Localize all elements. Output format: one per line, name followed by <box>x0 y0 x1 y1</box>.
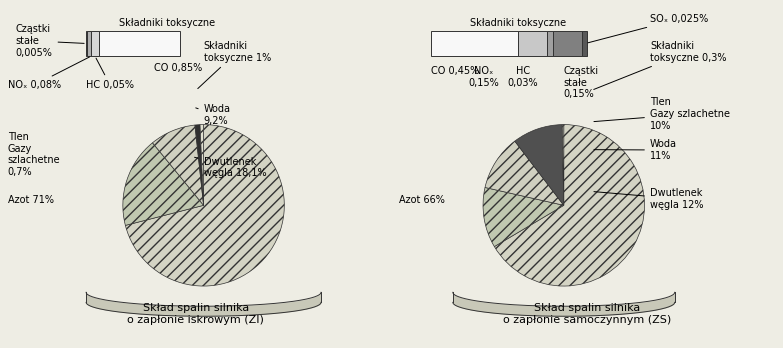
Text: Tlen
Gazy szlachetne
10%: Tlen Gazy szlachetne 10% <box>594 97 730 130</box>
Text: Woda
9,2%: Woda 9,2% <box>196 104 230 126</box>
Text: Dwutlenek
węgla 18,1%: Dwutlenek węgla 18,1% <box>194 157 266 178</box>
Wedge shape <box>123 143 204 226</box>
FancyBboxPatch shape <box>87 31 92 56</box>
FancyBboxPatch shape <box>92 31 99 56</box>
Wedge shape <box>483 188 564 247</box>
Text: NOₓ 0,08%: NOₓ 0,08% <box>8 57 89 90</box>
Wedge shape <box>485 141 564 205</box>
Text: Składniki toksyczne: Składniki toksyczne <box>470 18 566 28</box>
Text: HC
0,03%: HC 0,03% <box>507 66 538 88</box>
Wedge shape <box>200 125 204 205</box>
Text: Składniki
toksyczne 0,3%: Składniki toksyczne 0,3% <box>594 41 727 89</box>
FancyBboxPatch shape <box>554 31 583 56</box>
Wedge shape <box>195 125 204 205</box>
Text: Cząstki
stałe
0,005%: Cząstki stałe 0,005% <box>16 24 84 57</box>
Text: NOₓ
0,15%: NOₓ 0,15% <box>468 66 499 88</box>
FancyBboxPatch shape <box>518 31 547 56</box>
Wedge shape <box>514 125 564 205</box>
Wedge shape <box>153 125 204 205</box>
Wedge shape <box>494 125 644 286</box>
Text: Skład spalin silnika
o zapłonie samoczynnym (ZS): Skład spalin silnika o zapłonie samoczyn… <box>503 303 671 325</box>
FancyBboxPatch shape <box>99 31 180 56</box>
Text: Cząstki
stałe
0,15%: Cząstki stałe 0,15% <box>564 66 599 99</box>
Wedge shape <box>125 125 284 286</box>
Text: HC 0,05%: HC 0,05% <box>86 58 134 90</box>
Text: Azot 71%: Azot 71% <box>8 195 54 205</box>
Text: Składniki
toksyczne 1%: Składniki toksyczne 1% <box>198 41 271 89</box>
Text: Tlen
Gazy
szlachetne
0,7%: Tlen Gazy szlachetne 0,7% <box>8 132 60 177</box>
FancyBboxPatch shape <box>431 31 518 56</box>
Text: CO 0,85%: CO 0,85% <box>153 63 202 73</box>
Text: CO 0,45%: CO 0,45% <box>431 66 479 76</box>
Text: Skład spalin silnika
o zapłonie iskrowym (ZI): Skład spalin silnika o zapłonie iskrowym… <box>128 303 264 325</box>
FancyBboxPatch shape <box>583 31 587 56</box>
Text: Woda
11%: Woda 11% <box>594 139 677 161</box>
Text: Składniki toksyczne: Składniki toksyczne <box>119 18 215 28</box>
Text: Dwutlenek
węgla 12%: Dwutlenek węgla 12% <box>594 188 703 209</box>
Text: SOₓ 0,025%: SOₓ 0,025% <box>588 14 708 43</box>
Wedge shape <box>562 125 564 205</box>
Text: Azot 66%: Azot 66% <box>399 195 446 205</box>
FancyBboxPatch shape <box>547 31 554 56</box>
